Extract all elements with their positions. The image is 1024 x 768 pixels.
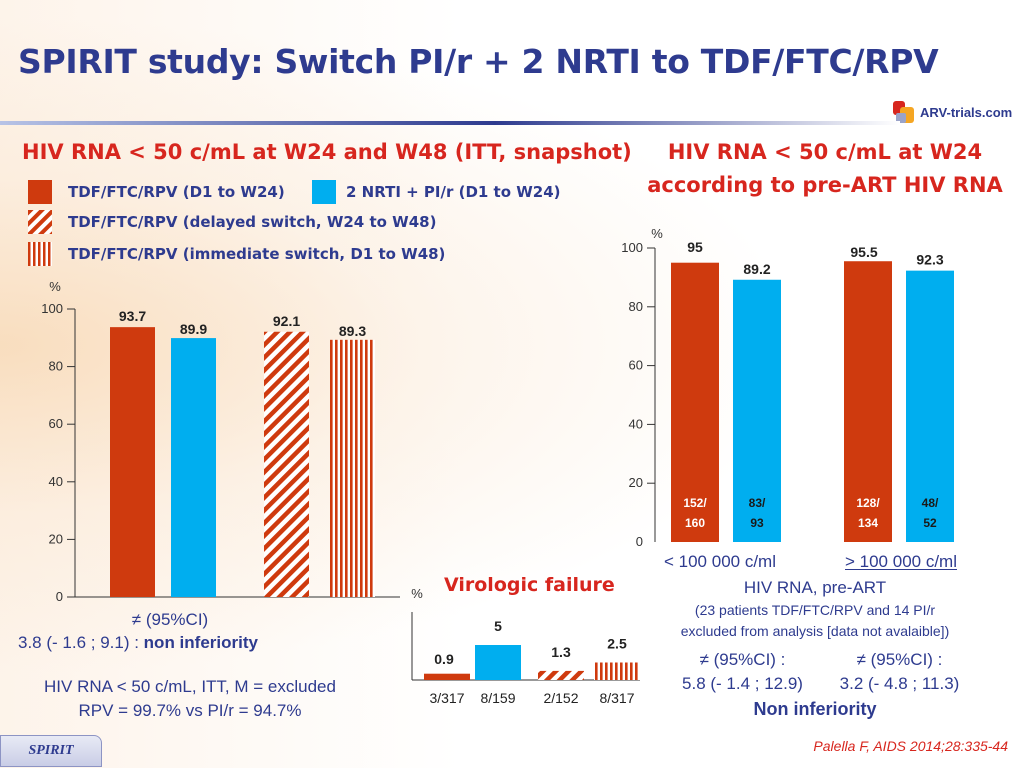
right-bar: [906, 270, 954, 542]
legend-label-rpv-delayed: TDF/FTC/RPV (delayed switch, W24 to W48): [68, 213, 437, 231]
left-footnote-2: RPV = 99.7% vs PI/r = 94.7%: [78, 701, 302, 720]
left-y-tick-label: 80: [49, 359, 63, 374]
right-bar-count-denominator: 134: [858, 516, 878, 530]
left-bar-label: 89.3: [339, 323, 366, 339]
right-diff-low-label: ≠ (95%CI) :: [699, 650, 786, 669]
right-bar-count-denominator: 93: [750, 516, 764, 530]
right-bar-count-numerator: 128/: [856, 496, 880, 510]
left-bar: [330, 339, 375, 597]
title-rule: [0, 121, 900, 125]
left-bar: [264, 331, 309, 597]
citation: Palella F, AIDS 2014;28:335-44: [813, 738, 1008, 754]
right-group-label-high-text: > 100 000 c/ml: [845, 552, 957, 571]
right-panel-title-2: according to pre-ART HIV RNA: [647, 173, 1003, 197]
right-diff-low-value: 5.8 (- 1.4 ; 12.9): [682, 674, 803, 693]
left-y-tick-label: 60: [49, 416, 63, 431]
left-panel-title: HIV RNA < 50 c/mL at W24 and W48 (ITT, s…: [22, 140, 632, 164]
right-diff-high-label: ≠ (95%CI) :: [856, 650, 943, 669]
right-excluded-2: excluded from analysis [data not avalaib…: [680, 623, 950, 639]
legend-label-rpv-immediate: TDF/FTC/RPV (immediate switch, D1 to W48…: [68, 245, 446, 263]
right-group-label-low: < 100 000 c/ml: [664, 552, 776, 571]
right-bar: [844, 261, 892, 542]
right-conclusion: Non inferiority: [753, 699, 877, 719]
right-y-tick-label: 0: [636, 534, 643, 549]
logo-mark-icon: [893, 101, 914, 123]
left-y-unit: %: [49, 279, 61, 294]
vf-bar-count: 8/159: [480, 690, 515, 706]
vf-bar-label: 2.5: [607, 636, 627, 652]
vf-bar: [424, 673, 470, 680]
vf-bar-label: 0.9: [434, 651, 454, 667]
right-excluded-1: (23 patients TDF/FTC/RPV and 14 PI/r: [694, 602, 936, 618]
legend-label-pi-d1-w24: 2 NRTI + PI/r (D1 to W24): [346, 183, 561, 201]
legend-swatch-rpv-delayed: [28, 210, 52, 234]
right-bar: [671, 262, 719, 542]
left-bar-label: 92.1: [273, 313, 300, 329]
right-diff-high-value: 3.2 (- 4.8 ; 11.3): [839, 674, 960, 693]
right-bar-count-denominator: 160: [685, 516, 705, 530]
left-diff-value: 3.8 (- 1.6 ; 9.1) :: [18, 633, 144, 652]
vf-bar-count: 8/317: [599, 690, 634, 706]
right-y-tick-label: 80: [629, 299, 643, 314]
page-title: SPIRIT study: Switch PI/r + 2 NRTI to TD…: [18, 42, 939, 81]
right-bar-label: 95: [687, 239, 703, 255]
vf-bar-label: 1.3: [551, 644, 571, 660]
right-bar-count-numerator: 152/: [683, 496, 707, 510]
right-y-tick-label: 20: [629, 475, 643, 490]
right-bar-count-denominator: 52: [923, 516, 937, 530]
left-diff-symbol: ≠ (95%CI): [131, 610, 209, 629]
right-bar-label: 95.5: [850, 244, 877, 260]
left-bar: [110, 327, 155, 597]
right-bar-label: 89.2: [743, 261, 770, 277]
left-y-tick-label: 40: [49, 474, 63, 489]
virologic-failure-chart: % 0.9 3/317 5 8/159 1.3 2/152 2.5 8/317: [411, 586, 640, 706]
right-group-label-high: > 100 000 c/ml: [816, 552, 986, 572]
vf-y-unit: %: [411, 586, 423, 601]
vf-bar-label: 5: [494, 618, 502, 634]
left-bar: [171, 338, 216, 597]
left-bar-chart: % 0 20 40 60 80 100 93.7 89.9 92.1 89.3: [41, 279, 400, 604]
left-footnote-1: HIV RNA < 50 c/mL, ITT, M = excluded: [44, 677, 336, 696]
right-bar-label: 92.3: [916, 252, 943, 268]
vf-bar: [594, 662, 640, 680]
logo-text: ARV-trials.com: [920, 105, 1013, 120]
legend-label-rpv-d1-w24: TDF/FTC/RPV (D1 to W24): [68, 183, 285, 201]
right-y-tick-label: 40: [629, 416, 643, 431]
study-tab[interactable]: SPIRIT: [0, 735, 102, 767]
left-y-tick-label: 0: [56, 589, 63, 604]
right-bar: [733, 279, 781, 542]
vf-bar: [475, 645, 521, 680]
right-y-unit: %: [651, 226, 663, 241]
legend-swatch-rpv-d1-w24: [28, 180, 52, 204]
left-diff-line: 3.8 (- 1.6 ; 9.1) : non inferiority: [18, 633, 258, 653]
right-y-tick-label: 60: [629, 358, 643, 373]
right-bar-count-numerator: 83/: [749, 496, 766, 510]
legend-swatch-pi-d1-w24: [312, 180, 336, 204]
right-axis-title: HIV RNA, pre-ART: [743, 578, 887, 597]
right-y-tick-label: 100: [621, 240, 643, 255]
left-diff-conclusion: non inferiority: [143, 633, 258, 652]
right-panel-title-1: HIV RNA < 50 c/mL at W24: [667, 140, 983, 164]
vf-bar: [538, 670, 584, 680]
vf-panel-title: Virologic failure: [444, 574, 615, 596]
left-bar-label: 89.9: [180, 321, 207, 337]
legend-swatch-rpv-immediate: [28, 242, 52, 266]
left-y-tick-label: 100: [41, 301, 63, 316]
vf-bar-count: 3/317: [429, 690, 464, 706]
arv-trials-logo: ARV-trials.com: [890, 99, 1012, 127]
right-bar-count-numerator: 48/: [922, 496, 939, 510]
vf-bar-count: 2/152: [543, 690, 578, 706]
right-bar-chart: % 0 20 40 60 80 100 95 152/160 89.2 83/93 95.5 128/1…: [621, 226, 954, 549]
left-y-tick-label: 20: [49, 531, 63, 546]
left-bar-label: 93.7: [119, 308, 146, 324]
